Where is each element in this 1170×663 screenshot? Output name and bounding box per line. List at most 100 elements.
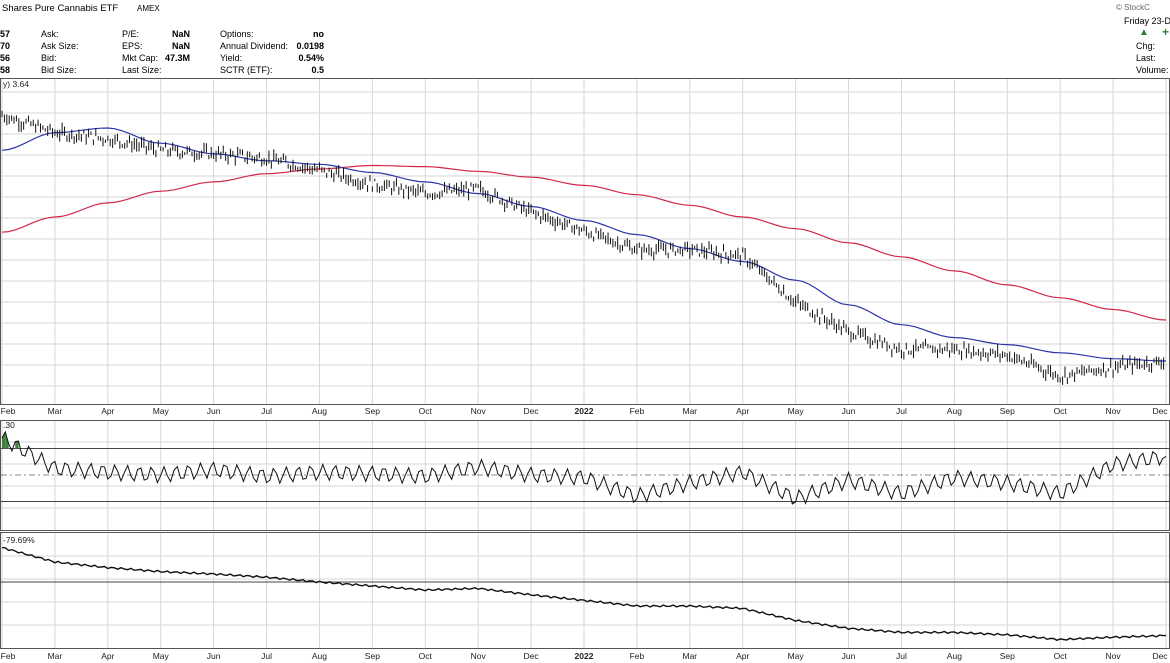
x-tick-label: May	[153, 406, 170, 416]
chart-title: Shares Pure Cannabis ETF	[2, 3, 119, 14]
x-tick-label: Sep	[1000, 651, 1015, 661]
x-tick-label: Dec	[524, 651, 540, 661]
plus-icon: +	[1162, 25, 1170, 39]
left-value-2: 70	[0, 41, 11, 51]
ma200-series	[1, 164, 1167, 321]
x-tick-label: Dec	[1152, 651, 1168, 661]
x-tick-label: Mar	[682, 651, 697, 661]
x-tick-label: Oct	[1054, 406, 1068, 416]
yield-label: Yield:	[220, 53, 243, 63]
sctr-value: 0.5	[311, 65, 324, 75]
x-tick-label: Oct	[419, 406, 433, 416]
perf-panel-frame	[0, 532, 1170, 649]
x-tick-label: May	[788, 651, 805, 661]
pe-label: P/E:	[122, 29, 140, 39]
x-tick-label: Mar	[682, 406, 697, 416]
sctr-label: SCTR (ETF):	[220, 65, 273, 75]
ask-label: Ask:	[41, 29, 59, 39]
x-tick-label: Nov	[1106, 651, 1122, 661]
volume-label: Volume:	[1136, 65, 1169, 75]
x-tick-label: Feb	[630, 406, 645, 416]
x-tick-label: Jun	[842, 406, 856, 416]
price-bars-series	[1, 110, 1165, 385]
ma50-series	[1, 127, 1167, 362]
ma200-line	[1, 164, 1167, 321]
dividend-value: 0.0198	[296, 41, 324, 51]
x-tick-label: Apr	[101, 651, 114, 661]
yield-value: 0.54%	[298, 53, 324, 63]
dividend-label: Annual Dividend:	[220, 41, 289, 51]
x-tick-label: Feb	[630, 651, 645, 661]
rsi-reference-lines	[1, 448, 1169, 502]
options-label: Options:	[220, 29, 254, 39]
price-panel-frame	[0, 78, 1170, 405]
x-tick-label: Mar	[48, 406, 63, 416]
chart-header: Shares Pure Cannabis ETF AMEX © StockC F…	[0, 0, 1170, 78]
x-tick-label: Jul	[261, 406, 272, 416]
last-size-label: Last Size:	[122, 65, 162, 75]
ma50-line	[1, 127, 1167, 362]
x-tick-label: Aug	[947, 651, 962, 661]
arrow-up-icon: ▲	[1139, 27, 1149, 38]
x-tick-label: Jul	[896, 406, 907, 416]
performance-line	[1, 546, 1166, 642]
left-value-4: 58	[0, 65, 11, 75]
ask-size-label: Ask Size:	[41, 41, 79, 51]
pe-value: NaN	[171, 29, 190, 39]
left-value-3: 56	[0, 53, 11, 63]
x-tick-label: Apr	[101, 406, 114, 416]
x-axis-labels-bottom: Feb Mar Apr May Jun Jul Aug Sep Oct Nov Dec 2022 Feb…	[1, 651, 1169, 661]
rsi-panel-label: .30	[3, 420, 15, 430]
x-tick-label: Nov	[471, 651, 487, 661]
x-tick-label: Dec	[524, 406, 540, 416]
chg-label: Chg:	[1136, 41, 1156, 51]
rsi-series	[1, 430, 1167, 505]
x-tick-label: Sep	[1000, 406, 1015, 416]
x-tick-label: May	[788, 406, 805, 416]
rsi-line	[1, 430, 1167, 505]
x-tick-label: Nov	[471, 406, 487, 416]
price-panel-label: y) 3.64	[3, 79, 29, 89]
x-tick-label: 2022	[575, 651, 594, 661]
mktcap-label: Mkt Cap:	[122, 53, 159, 63]
performance-series	[1, 546, 1166, 642]
watermark: © StockC	[1116, 3, 1150, 12]
x-tick-label: Sep	[365, 406, 380, 416]
x-tick-label: Sep	[365, 651, 380, 661]
x-tick-label: Aug	[947, 406, 962, 416]
x-tick-label: Oct	[1054, 651, 1068, 661]
x-tick-label: Jun	[207, 406, 221, 416]
perf-panel-label: -79.69%	[3, 535, 35, 545]
last-label: Last:	[1136, 53, 1156, 63]
x-tick-label: Jun	[842, 651, 856, 661]
x-tick-label: Feb	[1, 406, 16, 416]
x-tick-label: Mar	[48, 651, 63, 661]
rsi-overbought-fill	[2, 431, 6, 449]
x-tick-label: May	[153, 651, 170, 661]
x-tick-label: Aug	[312, 406, 327, 416]
date-label: Friday 23-D	[1124, 16, 1170, 26]
x-tick-label: Dec	[1152, 406, 1168, 416]
mktcap-value: 47.3M	[164, 53, 190, 63]
exchange-label: AMEX	[137, 4, 160, 13]
x-tick-label: Nov	[1106, 406, 1122, 416]
x-tick-label: Jul	[261, 651, 272, 661]
left-value-1: 57	[0, 29, 11, 39]
eps-label: EPS:	[122, 41, 143, 51]
x-tick-label: Apr	[736, 651, 749, 661]
x-tick-label: Apr	[736, 406, 749, 416]
eps-value: NaN	[171, 41, 190, 51]
x-axis-labels-top: Feb Mar Apr May Jun Jul Aug Sep Oct Nov Dec 2022 Feb…	[1, 406, 1169, 416]
rsi-overbought-fill	[15, 441, 19, 449]
x-tick-label: Aug	[312, 651, 327, 661]
x-tick-label: 2022	[575, 406, 594, 416]
grid-lines	[1, 79, 1169, 648]
x-tick-label: Jun	[207, 651, 221, 661]
options-value: no	[313, 29, 324, 39]
x-tick-label: Oct	[419, 651, 433, 661]
x-tick-label: Jul	[896, 651, 907, 661]
bid-size-label: Bid Size:	[41, 65, 77, 75]
x-tick-label: Feb	[1, 651, 16, 661]
bid-label: Bid:	[41, 53, 57, 63]
